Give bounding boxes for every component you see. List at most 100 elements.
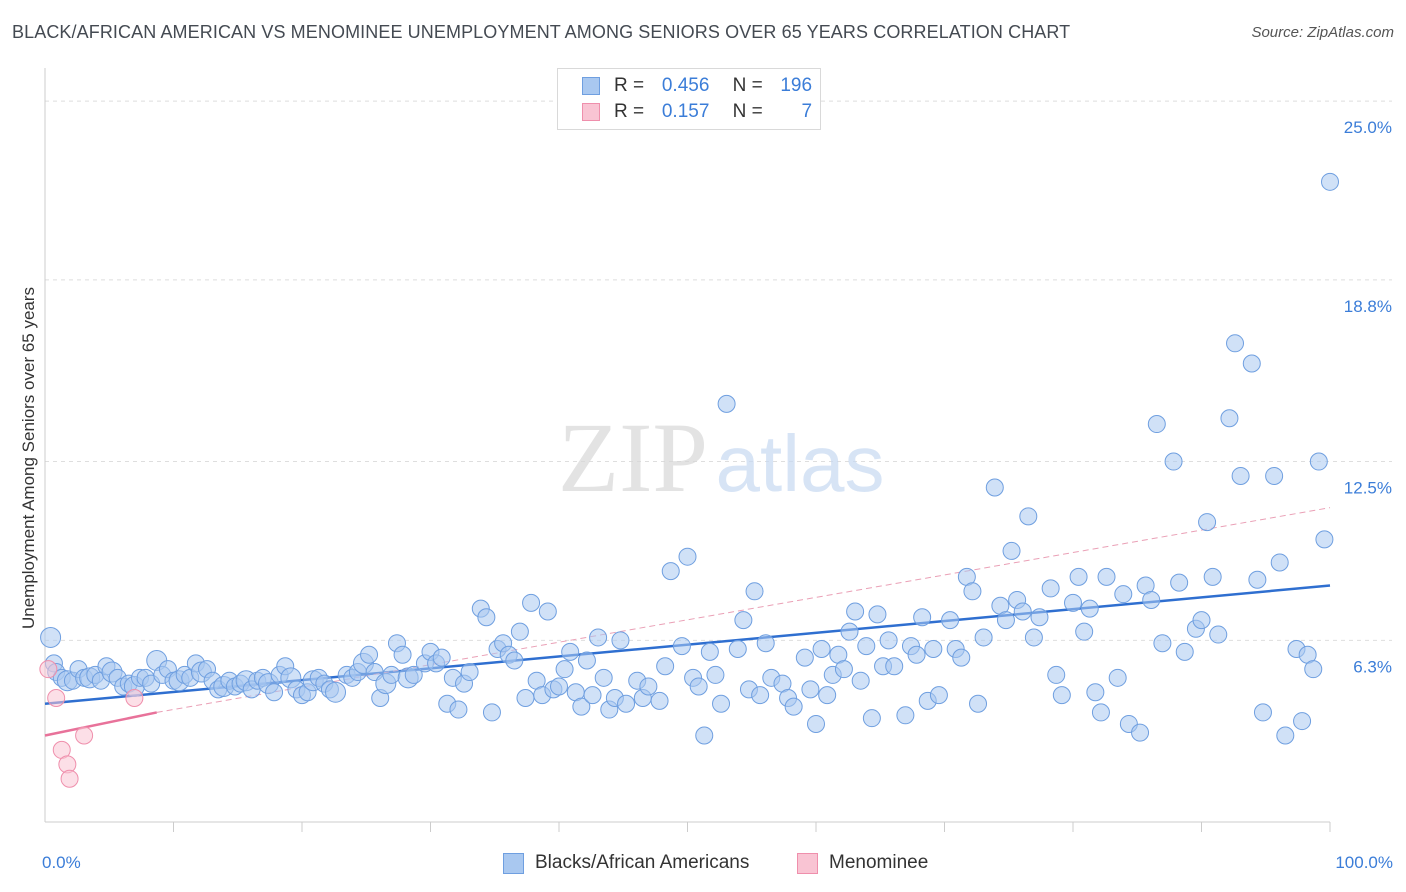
y-tick-label: 18.8% <box>1344 297 1392 316</box>
point-blacks <box>1052 686 1071 705</box>
point-blacks <box>1041 579 1060 598</box>
point-blacks <box>974 628 993 647</box>
point-blacks <box>572 697 591 716</box>
point-blacks <box>1276 726 1295 745</box>
point-blacks <box>1024 628 1043 647</box>
point-blacks <box>1064 593 1082 612</box>
y-tick-label: 12.5% <box>1344 479 1392 498</box>
source-label: Source: ZipAtlas.com <box>1251 24 1394 41</box>
point-blacks <box>913 608 932 627</box>
point-blacks <box>393 645 412 664</box>
point-blacks <box>583 686 602 705</box>
point-blacks <box>1304 660 1323 679</box>
point-blacks <box>1030 608 1049 627</box>
point-blacks <box>706 665 725 684</box>
point-blacks <box>1170 573 1189 592</box>
point-blacks <box>639 677 658 696</box>
point-blacks <box>1293 712 1312 731</box>
point-blacks <box>477 608 496 627</box>
point-blacks <box>700 642 719 661</box>
point-blacks <box>538 602 557 621</box>
point-blacks <box>265 683 284 702</box>
point-blacks <box>1309 452 1328 471</box>
point-blacks <box>432 648 451 667</box>
point-blacks <box>1013 602 1032 621</box>
point-blacks <box>857 637 876 656</box>
point-blacks <box>751 686 770 705</box>
n-value: 196 <box>780 75 813 96</box>
point-blacks <box>941 611 960 630</box>
trend-line-menominee-extension <box>156 507 1331 713</box>
point-blacks <box>404 665 423 684</box>
point-blacks <box>689 677 708 696</box>
point-blacks <box>611 631 630 650</box>
watermark-atlas: atlas <box>716 419 885 508</box>
x-tick-label-min: 0.0% <box>42 853 81 872</box>
tick-labels: 6.3% 12.5% 18.8% 25.0% 0.0% 100.0% <box>42 118 1393 872</box>
point-blacks <box>1209 625 1228 644</box>
point-blacks <box>1203 567 1222 586</box>
point-blacks <box>846 602 865 621</box>
r-label: R = <box>614 101 645 122</box>
point-blacks <box>985 478 1004 497</box>
point-blacks <box>784 697 803 716</box>
point-blacks <box>862 709 881 728</box>
point-blacks <box>1147 415 1166 434</box>
point-blacks <box>1220 409 1239 428</box>
point-blacks <box>717 394 736 413</box>
point-blacks <box>952 648 971 667</box>
point-blacks <box>1315 530 1334 549</box>
point-blacks <box>1231 466 1250 485</box>
point-blacks <box>1142 590 1161 609</box>
point-blacks <box>577 651 596 670</box>
data-points <box>39 172 1339 788</box>
point-blacks <box>1097 567 1116 586</box>
legend-swatch-menominee <box>797 853 818 874</box>
point-blacks <box>522 593 541 612</box>
point-blacks <box>834 660 853 679</box>
point-blacks <box>963 582 982 601</box>
point-blacks <box>617 694 636 713</box>
point-blacks <box>1164 452 1183 471</box>
point-blacks <box>896 706 915 725</box>
point-menominee <box>60 769 79 788</box>
legend-label-blacks: Blacks/African Americans <box>535 852 750 873</box>
point-menominee <box>75 726 94 745</box>
point-blacks <box>807 714 825 733</box>
trend-lines <box>44 507 1331 737</box>
watermark-zip: ZIP <box>558 402 708 513</box>
point-blacks <box>1253 703 1272 722</box>
point-blacks <box>885 657 904 676</box>
point-blacks <box>1153 634 1172 653</box>
r-value: 0.456 <box>661 75 710 96</box>
point-blacks <box>1075 622 1094 641</box>
n-label: N = <box>732 75 763 96</box>
point-blacks <box>672 637 691 656</box>
point-blacks <box>550 677 568 696</box>
point-blacks <box>382 665 401 684</box>
point-blacks <box>734 611 753 630</box>
point-blacks <box>712 694 731 713</box>
point-blacks <box>851 671 870 690</box>
point-menominee <box>39 660 58 679</box>
r-label: R = <box>614 75 645 96</box>
point-blacks <box>1198 513 1217 532</box>
point-blacks <box>360 645 379 664</box>
point-blacks <box>1091 703 1110 722</box>
point-blacks <box>728 639 747 658</box>
point-blacks <box>460 663 479 682</box>
y-tick-label: 6.3% <box>1353 657 1392 676</box>
point-blacks <box>1080 599 1099 618</box>
point-blacks <box>1175 642 1194 661</box>
point-blacks <box>1192 611 1211 630</box>
legend-swatch-blacks <box>503 853 524 874</box>
point-blacks <box>868 605 887 624</box>
point-blacks <box>1270 553 1289 572</box>
point-blacks <box>745 582 764 601</box>
y-tick-label: 25.0% <box>1344 118 1392 137</box>
point-menominee <box>47 689 66 707</box>
point-blacks <box>907 645 926 664</box>
point-blacks <box>818 686 837 705</box>
point-blacks <box>1002 541 1021 560</box>
point-blacks <box>1242 354 1261 373</box>
